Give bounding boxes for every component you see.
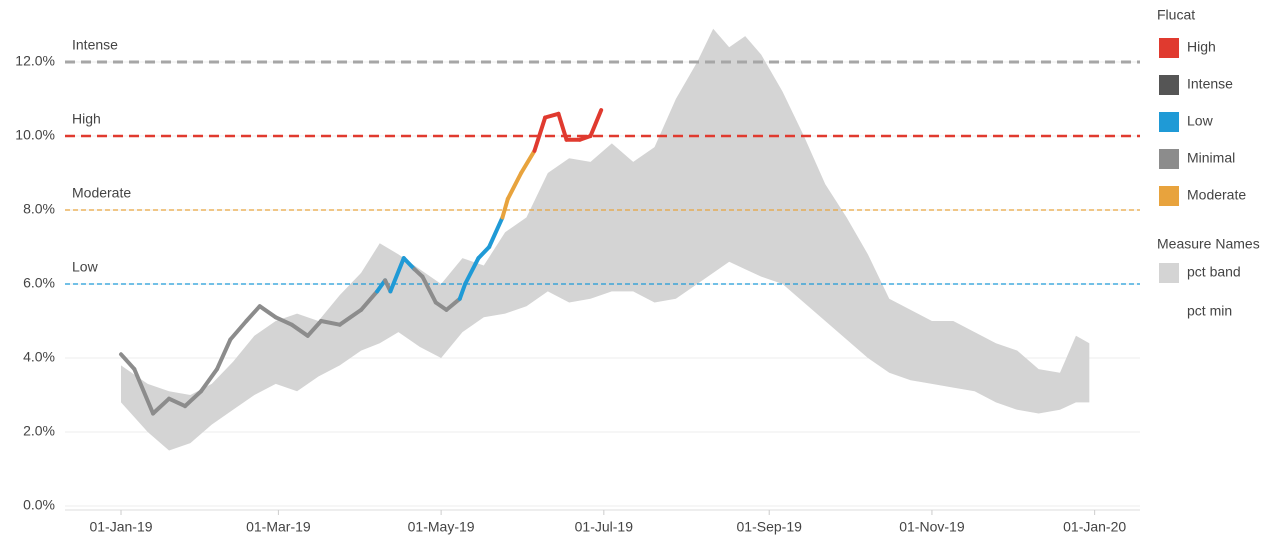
pct-min-segment	[457, 282, 468, 301]
legend-title: Flucat	[1157, 7, 1195, 23]
pct-band	[121, 28, 1090, 451]
y-tick-label: 4.0%	[23, 349, 55, 365]
pct-min-segment	[273, 315, 294, 327]
legend-swatch	[1159, 186, 1179, 206]
legend-label: Minimal	[1187, 150, 1235, 166]
pct-min-segment	[305, 319, 324, 338]
reference-label: Intense	[72, 37, 118, 53]
pct-min-segment	[476, 245, 492, 261]
pct-min-segment	[420, 274, 438, 305]
pct-min-segment	[556, 111, 569, 142]
y-tick-label: 6.0%	[23, 275, 55, 291]
y-tick-label: 8.0%	[23, 201, 55, 217]
pct-min-segment	[500, 196, 510, 220]
pct-min-segment	[183, 389, 204, 409]
pct-min-segment	[519, 148, 537, 175]
pct-min-segment	[257, 304, 278, 320]
pct-min-segment	[132, 367, 156, 416]
pct-min-segment	[375, 278, 388, 294]
pct-min-segment	[244, 304, 262, 323]
legend-label: High	[1187, 39, 1216, 55]
legend-label: Intense	[1187, 76, 1233, 92]
pct-min-segment	[167, 396, 188, 409]
x-tick-label: 01-Mar-19	[246, 519, 311, 535]
reference-label: High	[72, 111, 101, 127]
legend-swatch	[1159, 263, 1179, 283]
pct-min-segment	[289, 322, 310, 338]
x-tick-label: 01-Jan-19	[89, 519, 152, 535]
legend-swatch	[1159, 112, 1179, 132]
legend-swatch	[1159, 149, 1179, 169]
x-tick-label: 01-May-19	[408, 519, 475, 535]
legend-label: Moderate	[1187, 187, 1246, 203]
pct-min-segment	[543, 111, 561, 120]
pct-min-segment	[151, 396, 172, 416]
pct-min-segment	[532, 115, 548, 153]
pct-min-segment	[388, 256, 406, 294]
x-tick-label: 01-Jan-20	[1063, 519, 1126, 535]
x-tick-label: 01-Jul-19	[575, 519, 634, 535]
legend-title: Measure Names	[1157, 236, 1260, 252]
pct-min-segment	[444, 296, 462, 312]
pct-min-segment	[319, 319, 342, 327]
legend-swatch	[1159, 38, 1179, 58]
reference-label: Low	[72, 259, 99, 275]
pct-min-segment	[337, 307, 364, 327]
pct-min-segment	[199, 367, 220, 394]
y-tick-label: 10.0%	[15, 127, 55, 143]
legend-label: pct min	[1187, 303, 1232, 319]
legend-label: pct band	[1187, 264, 1241, 280]
pct-min-segment	[215, 337, 233, 372]
y-tick-label: 0.0%	[23, 497, 55, 513]
legend-label: Low	[1187, 113, 1214, 129]
reference-label: Moderate	[72, 185, 131, 201]
y-tick-label: 12.0%	[15, 53, 55, 69]
y-tick-label: 2.0%	[23, 423, 55, 439]
pct-min-segment	[505, 171, 524, 201]
pct-min-segment	[487, 215, 505, 249]
x-tick-label: 01-Nov-19	[899, 519, 965, 535]
pct-min-segment	[463, 256, 481, 286]
x-tick-label: 01-Sep-19	[737, 519, 803, 535]
pct-min-segment	[119, 352, 137, 372]
pct-min-segment	[228, 319, 249, 342]
pct-min-segment	[401, 256, 417, 272]
legend-swatch	[1159, 75, 1179, 95]
pct-min-segment	[433, 300, 449, 312]
pct-min-segment	[588, 108, 604, 138]
pct-min-segment	[359, 289, 380, 312]
